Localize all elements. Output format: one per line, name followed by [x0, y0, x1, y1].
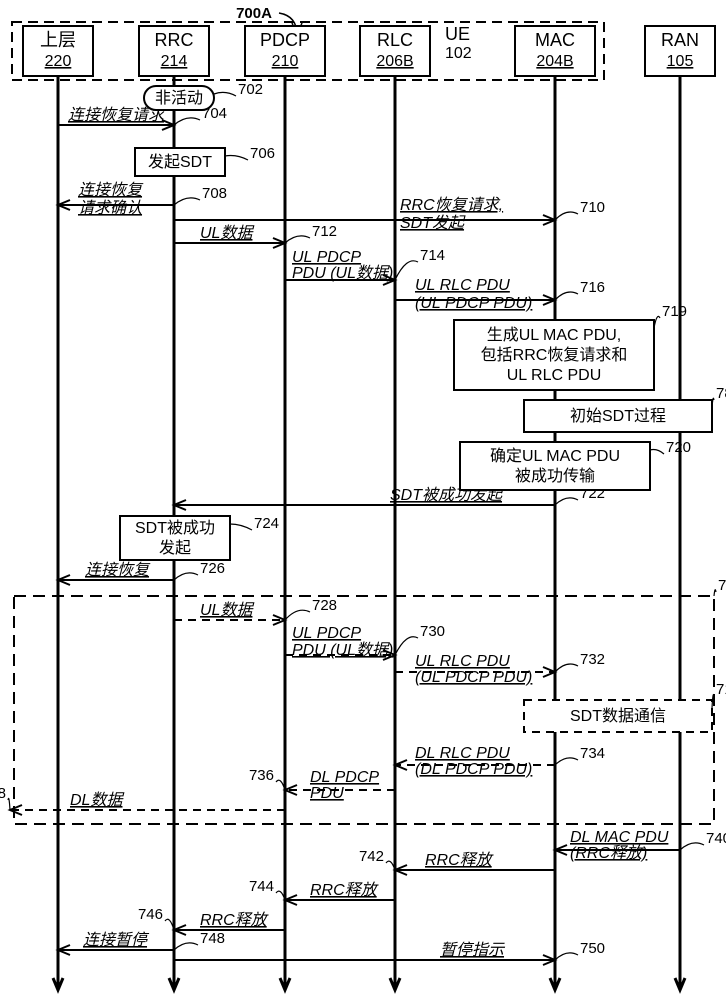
svg-text:发起: 发起 — [159, 539, 191, 557]
svg-text:220: 220 — [45, 53, 72, 70]
svg-text:746: 746 — [138, 906, 163, 923]
svg-text:748: 748 — [200, 930, 225, 947]
svg-text:204B: 204B — [536, 53, 573, 70]
ue-label: UE — [445, 24, 470, 44]
svg-text:上层: 上层 — [40, 30, 76, 50]
svg-text:720: 720 — [666, 439, 691, 456]
svg-text:连接恢复: 连接恢复 — [85, 561, 151, 579]
svg-text:718: 718 — [716, 681, 726, 698]
svg-text:210: 210 — [272, 53, 299, 70]
svg-text:生成UL MAC PDU,: 生成UL MAC PDU, — [487, 326, 622, 344]
svg-text:RRC恢复请求,: RRC恢复请求, — [400, 196, 503, 214]
sequence-diagram: 700A UE102 上层 220 RRC 214 PDCP 210 RLC 206B MAC 204… — [0, 0, 726, 1000]
svg-text:206B: 206B — [376, 53, 413, 70]
svg-text:105: 105 — [667, 53, 694, 70]
svg-text:RAN: RAN — [661, 30, 699, 50]
svg-text:708: 708 — [202, 185, 227, 202]
svg-text:716: 716 — [580, 279, 605, 296]
svg-text:(RRC释放): (RRC释放) — [570, 844, 647, 862]
svg-text:(DL PDCP PDU): (DL PDCP PDU) — [415, 761, 532, 778]
svg-text:RLC: RLC — [377, 30, 413, 50]
svg-text:SDT被成功: SDT被成功 — [135, 519, 215, 537]
svg-text:734: 734 — [580, 745, 605, 762]
ue-id: 102 — [445, 45, 472, 62]
svg-text:MAC: MAC — [535, 30, 575, 50]
svg-text:706: 706 — [250, 145, 275, 162]
svg-text:742: 742 — [359, 848, 384, 865]
svg-text:请求确认: 请求确认 — [78, 199, 142, 217]
svg-text:728: 728 — [312, 597, 337, 614]
svg-text:UL数据: UL数据 — [200, 601, 254, 619]
svg-text:确定UL MAC PDU: 确定UL MAC PDU — [490, 447, 620, 465]
svg-text:被成功传输: 被成功传输 — [515, 467, 595, 485]
svg-text:DL数据: DL数据 — [70, 791, 124, 809]
svg-text:UL RLC PDU: UL RLC PDU — [507, 367, 602, 384]
svg-text:PDCP: PDCP — [260, 30, 310, 50]
svg-text:RRC: RRC — [155, 30, 194, 50]
svg-text:740: 740 — [706, 830, 726, 847]
svg-text:UL数据: UL数据 — [200, 224, 254, 242]
svg-text:DL MAC PDU: DL MAC PDU — [570, 829, 669, 846]
svg-text:726: 726 — [200, 560, 225, 577]
svg-text:702: 702 — [238, 81, 263, 98]
svg-text:SDT发起: SDT发起 — [400, 214, 466, 232]
svg-text:710: 710 — [580, 199, 605, 216]
svg-text:非活动: 非活动 — [155, 89, 203, 107]
svg-text:780: 780 — [716, 385, 726, 402]
svg-text:RRC释放: RRC释放 — [310, 881, 380, 899]
svg-text:DL PDCP: DL PDCP — [310, 769, 379, 786]
svg-text:PDU (UL数据): PDU (UL数据) — [292, 641, 393, 659]
svg-text:UL RLC PDU: UL RLC PDU — [415, 277, 510, 294]
svg-text:UL PDCP: UL PDCP — [292, 625, 361, 642]
svg-text:732: 732 — [580, 651, 605, 668]
svg-text:发起SDT: 发起SDT — [148, 153, 212, 171]
svg-text:连接暂停: 连接暂停 — [83, 931, 150, 949]
svg-text:719: 719 — [662, 303, 687, 320]
svg-text:SDT数据通信: SDT数据通信 — [570, 707, 666, 725]
svg-text:750: 750 — [580, 940, 605, 957]
svg-text:714: 714 — [420, 247, 445, 264]
svg-text:RRC释放: RRC释放 — [200, 911, 270, 929]
svg-text:712: 712 — [312, 223, 337, 240]
svg-text:暂停指示: 暂停指示 — [440, 941, 506, 959]
svg-text:744: 744 — [249, 878, 274, 895]
svg-text:PDU (UL数据): PDU (UL数据) — [292, 264, 393, 282]
svg-text:UL PDCP: UL PDCP — [292, 249, 361, 266]
svg-text:214: 214 — [161, 53, 188, 70]
svg-text:(UL PDCP PDU): (UL PDCP PDU) — [415, 295, 532, 312]
svg-text:DL RLC PDU: DL RLC PDU — [415, 745, 510, 762]
svg-text:724: 724 — [254, 515, 279, 532]
svg-text:RRC释放: RRC释放 — [425, 851, 495, 869]
svg-text:连接恢复: 连接恢复 — [78, 181, 144, 199]
svg-text:(UL PDCP PDU): (UL PDCP PDU) — [415, 669, 532, 686]
svg-text:包括RRC恢复请求和: 包括RRC恢复请求和 — [481, 346, 628, 364]
svg-text:初始SDT过程: 初始SDT过程 — [570, 407, 666, 425]
svg-text:782: 782 — [718, 577, 726, 594]
svg-text:PDU: PDU — [310, 785, 344, 802]
svg-text:700A: 700A — [236, 5, 272, 22]
svg-text:UL RLC PDU: UL RLC PDU — [415, 653, 510, 670]
svg-text:738: 738 — [0, 785, 6, 802]
svg-text:730: 730 — [420, 623, 445, 640]
svg-text:736: 736 — [249, 767, 274, 784]
